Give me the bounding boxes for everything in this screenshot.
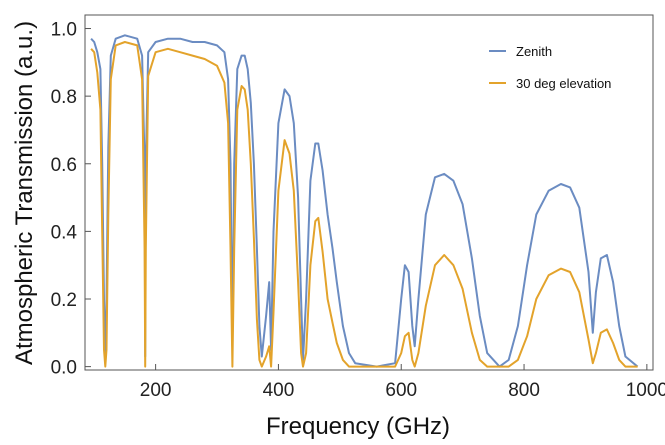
plot-frame [84,14,654,371]
y-tick-label: 0.0 [51,358,77,379]
plot-frame-group [84,14,654,371]
y-tick-label: 1.0 [51,20,77,41]
x-tick-label: 400 [263,380,295,401]
legend-label-zenith: Zenith [516,44,552,59]
y-tick-label: 0.8 [51,87,77,108]
legend-label-30-deg-elevation: 30 deg elevation [516,76,611,91]
x-tick-label: 600 [385,380,417,401]
x-axis: 200 400 600 800 1000 [140,364,665,401]
x-tick-label: 800 [508,380,540,401]
series-group [90,34,639,368]
y-tick-label: 0.6 [51,155,77,176]
x-tick-label: 1000 [626,380,665,401]
legend: Zenith 30 deg elevation [489,44,611,91]
y-tick-label: 0.4 [51,222,78,243]
y-axis-title: Atmospheric Transmission (a.u.) [11,21,38,365]
y-tick-label: 0.2 [51,290,77,311]
x-axis-title: Frequency (GHz) [266,413,450,440]
x-tick-label: 200 [140,380,172,401]
y-axis: 0.0 0.2 0.4 0.6 0.8 1.0 [51,20,91,379]
series-line-30-deg-elevation [90,41,638,368]
